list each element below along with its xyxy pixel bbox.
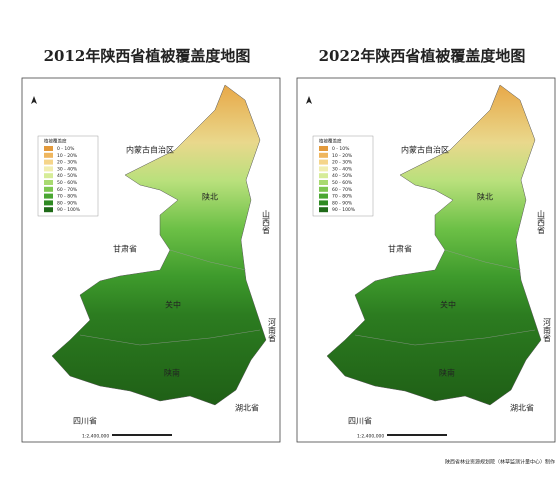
legend-swatch [44,146,53,151]
legend-swatch [319,200,328,206]
legend-swatch [44,159,53,165]
region-label: 山西省 [262,209,271,235]
region-border [79,249,261,346]
legend-label: 0 - 10% [57,146,75,152]
legend-swatch [319,159,328,165]
region-label: 河南省 [268,317,277,343]
legend-swatch [319,180,328,185]
legend-label: 40 - 50% [57,173,78,179]
region-label: 关中 [440,300,456,310]
legend-label: 80 - 90% [57,200,78,206]
legend-swatch [319,193,328,199]
region-label: 关中 [165,300,181,310]
scale-bar [112,434,172,436]
region-label: 陕南 [439,368,455,378]
legend-swatch [44,180,53,185]
legend-swatch [319,173,328,179]
region-label: 山西省 [537,209,546,235]
region-label: 甘肃省 [388,244,412,254]
legend-swatch [44,186,53,192]
legend-swatch [319,146,328,151]
region-label: 陕北 [202,192,218,202]
legend-swatch [44,152,53,158]
legend-label: 90 - 100% [332,207,356,213]
legend-label: 90 - 100% [57,207,81,213]
region-label: 四川省 [348,416,372,426]
legend-label: 60 - 70% [332,187,353,193]
legend-swatch [319,152,328,158]
scale-bar [387,434,447,436]
legend-label: 50 - 60% [57,180,78,186]
region-label: 湖北省 [510,403,534,413]
region-label: 内蒙古自治区 [401,145,449,155]
legend-title: 植被覆盖度 [44,138,67,145]
legend-label: 20 - 30% [332,160,353,166]
legend-label: 0 - 10% [332,146,350,152]
north-arrow [306,96,312,104]
province-shape [326,84,542,406]
region-label: 内蒙古自治区 [126,145,174,155]
north-arrow [31,96,37,104]
legend-label: 10 - 20% [332,153,353,159]
legend-swatch [44,166,53,172]
legend-label: 40 - 50% [332,173,353,179]
region-label: 四川省 [73,416,97,426]
legend-label: 70 - 80% [57,194,78,200]
legend-swatch [44,200,53,206]
scale-label: 1:2,400,000 [82,434,109,440]
legend-label: 20 - 30% [57,160,78,166]
legend-label: 30 - 40% [57,166,78,172]
region-label: 湖北省 [235,403,259,413]
legend-label: 80 - 90% [332,200,353,206]
region-label: 陕南 [164,368,180,378]
province-shape [51,84,267,406]
map-title: 2012年陕西省植被覆盖度地图 [44,47,251,65]
region-label: 陕北 [477,192,493,202]
legend-swatch [44,207,53,213]
region-label: 河南省 [543,317,552,343]
scale-label: 1:2,400,000 [357,434,384,440]
legend-swatch [44,173,53,179]
region-border [354,249,536,346]
region-label: 甘肃省 [113,244,137,254]
legend-title: 植被覆盖度 [319,138,342,145]
map-title: 2022年陕西省植被覆盖度地图 [319,47,526,65]
legend-label: 70 - 80% [332,194,353,200]
legend-label: 50 - 60% [332,180,353,186]
legend-swatch [44,193,53,199]
legend-label: 10 - 20% [57,153,78,159]
legend-label: 30 - 40% [332,166,353,172]
legend-label: 60 - 70% [57,187,78,193]
legend-swatch [319,207,328,213]
legend-swatch [319,166,328,172]
footer: 陕西省林业资源规划院（林草监测计量中心）制作 [445,459,555,466]
legend-swatch [319,186,328,192]
